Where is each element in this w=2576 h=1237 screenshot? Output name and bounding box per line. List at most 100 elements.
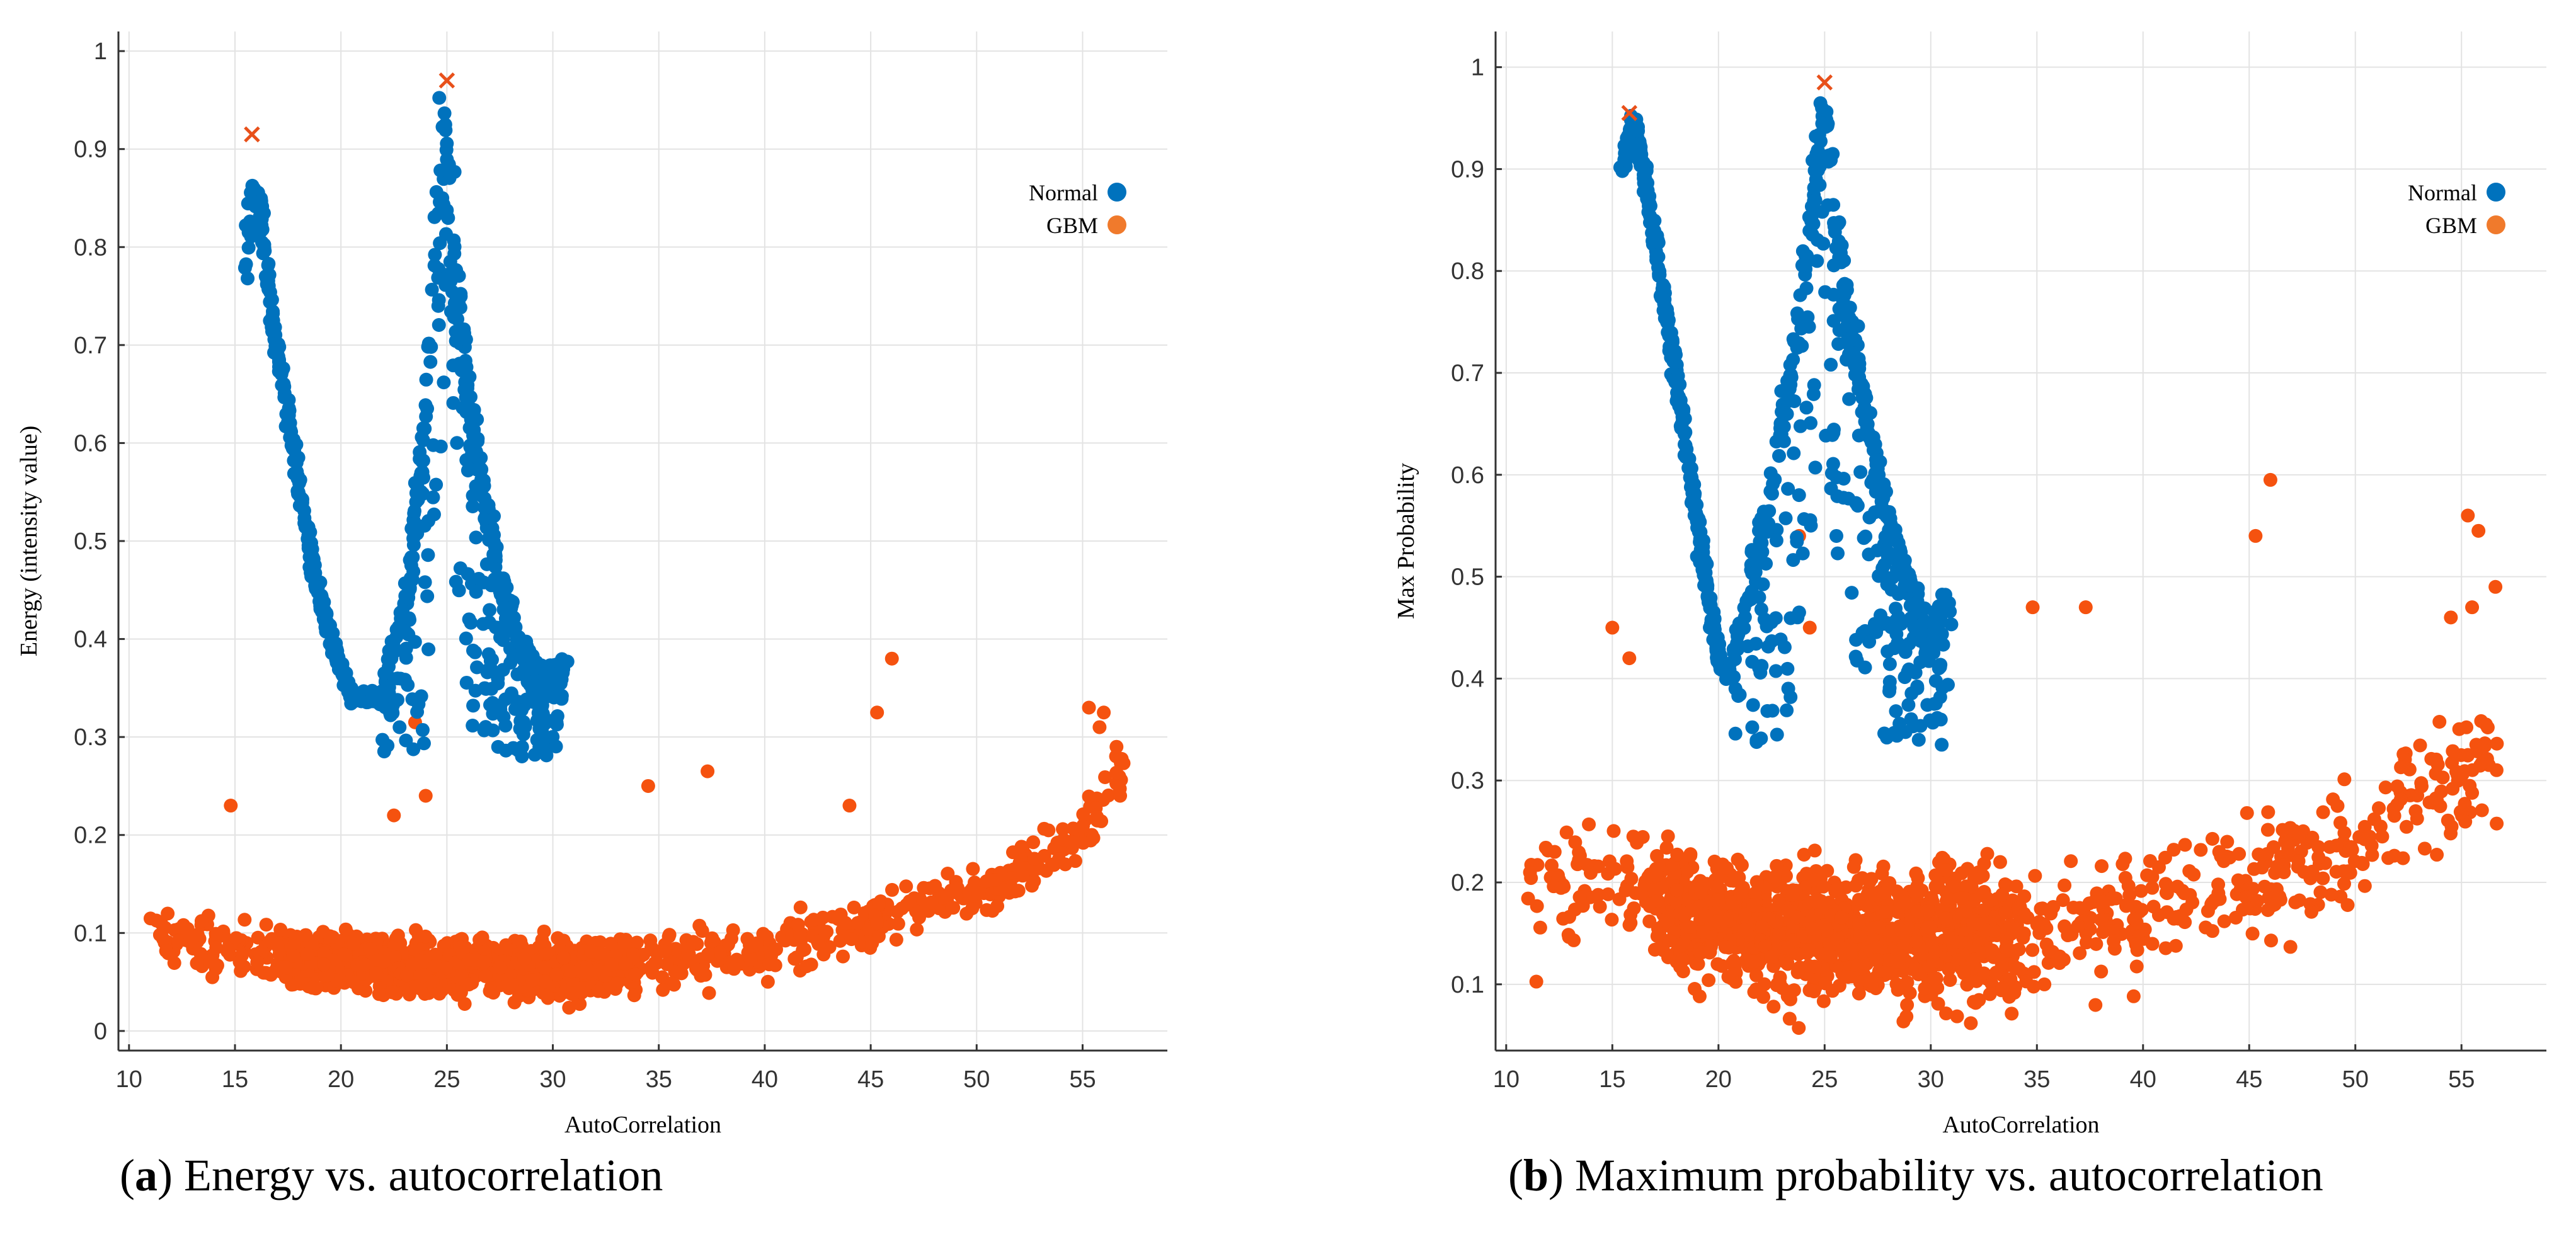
- x-tick-label: 55: [1069, 1066, 1096, 1093]
- series-normal: [1613, 96, 1959, 752]
- gbm-point: [2283, 940, 2298, 954]
- gbm-point: [713, 945, 727, 960]
- normal-point: [1617, 152, 1632, 167]
- gbm-point: [944, 883, 958, 898]
- gbm-outlier-point: [1082, 700, 1096, 715]
- gbm-point: [816, 910, 830, 925]
- gbm-point: [1770, 977, 1785, 991]
- gbm-point: [1098, 770, 1113, 784]
- gbm-point: [2311, 850, 2326, 865]
- normal-point: [1675, 403, 1690, 418]
- gbm-outlier-point: [2078, 600, 2093, 615]
- gbm-point: [1680, 865, 1694, 879]
- normal-point: [263, 295, 277, 309]
- gbm-point: [2490, 736, 2504, 751]
- gbm-point: [1879, 904, 1893, 919]
- gbm-point: [2211, 886, 2226, 901]
- gbm-point: [1959, 904, 1973, 918]
- gbm-point: [2064, 854, 2078, 869]
- normal-point: [416, 421, 430, 435]
- gbm-point: [1661, 829, 1675, 843]
- normal-point: [1757, 612, 1772, 627]
- gbm-point: [1780, 957, 1795, 971]
- gbm-point: [2340, 898, 2355, 912]
- gbm-point: [810, 934, 825, 949]
- gbm-point: [1802, 983, 1817, 998]
- gbm-point: [409, 979, 423, 994]
- gbm-point: [2017, 889, 2032, 904]
- gbm-point: [2194, 843, 2208, 857]
- normal-point: [453, 561, 467, 576]
- normal-point: [419, 372, 433, 387]
- normal-point: [447, 296, 462, 311]
- gbm-point: [1951, 953, 1966, 967]
- legend-swatch: [1108, 183, 1126, 202]
- normal-point: [413, 469, 428, 483]
- gbm-point: [831, 912, 845, 926]
- gbm-point: [1967, 952, 1981, 967]
- normal-point: [1836, 471, 1851, 486]
- normal-point: [467, 423, 481, 437]
- normal-point: [289, 455, 304, 470]
- gbm-point: [636, 947, 651, 962]
- normal-point: [1858, 387, 1872, 401]
- gbm-point: [1995, 981, 2010, 995]
- normal-point: [433, 236, 447, 251]
- normal-point: [421, 642, 436, 656]
- normal-point: [461, 395, 475, 409]
- normal-point: [1741, 639, 1755, 654]
- normal-point: [469, 479, 483, 493]
- normal-point: [392, 720, 407, 734]
- gbm-point: [2088, 998, 2103, 1012]
- gbm-point: [724, 932, 739, 946]
- normal-point: [1807, 194, 1821, 208]
- gbm-point: [203, 954, 217, 969]
- normal-point: [457, 382, 472, 397]
- gbm-point: [1718, 940, 1732, 954]
- gbm-point: [1782, 1012, 1797, 1026]
- gbm-point: [1819, 923, 1834, 938]
- panel-a: 10 15 20 25 30 35 40 45 50 55 0 0.1 0.2 0.3 0.4 0.5 0.6 0…: [16, 31, 1167, 1200]
- gbm-point: [1572, 890, 1587, 904]
- gbm-point: [749, 936, 764, 950]
- normal-point: [334, 663, 348, 678]
- x-tick-label: 35: [646, 1066, 672, 1093]
- normal-point: [531, 705, 546, 720]
- gbm-point: [869, 916, 884, 930]
- normal-point: [1676, 413, 1690, 428]
- gbm-point: [1872, 964, 1886, 978]
- normal-point: [1941, 678, 1955, 692]
- gbm-point: [1947, 879, 1961, 894]
- gbm-outlier-point: [701, 764, 715, 778]
- normal-point: [1769, 664, 1783, 678]
- normal-point: [303, 548, 318, 562]
- normal-point: [1787, 446, 1801, 460]
- gbm-point: [209, 940, 224, 955]
- normal-point: [1770, 727, 1784, 742]
- gbm-point: [591, 984, 605, 998]
- normal-point: [1630, 137, 1644, 152]
- gbm-point: [2220, 835, 2235, 849]
- normal-point: [432, 317, 446, 332]
- normal-point: [547, 690, 561, 705]
- gbm-point: [1726, 874, 1741, 888]
- normal-point: [258, 244, 272, 258]
- normal-point: [1862, 634, 1877, 649]
- gbm-point: [299, 928, 313, 942]
- gbm-point: [2094, 964, 2109, 979]
- normal-point: [512, 630, 526, 644]
- normal-point: [1641, 195, 1656, 209]
- normal-point: [1904, 611, 1918, 625]
- normal-point: [1822, 148, 1836, 162]
- gbm-point: [537, 924, 551, 938]
- gbm-point: [657, 944, 672, 959]
- gbm-point: [941, 867, 955, 881]
- normal-point: [241, 271, 255, 286]
- gbm-point: [617, 935, 632, 950]
- gbm-point: [1698, 909, 1712, 923]
- gbm-point: [2032, 926, 2047, 940]
- gbm-point: [1710, 879, 1724, 893]
- normal-point: [1780, 394, 1795, 409]
- gbm-point: [1692, 989, 1707, 1003]
- x-tick-label: 45: [857, 1066, 884, 1093]
